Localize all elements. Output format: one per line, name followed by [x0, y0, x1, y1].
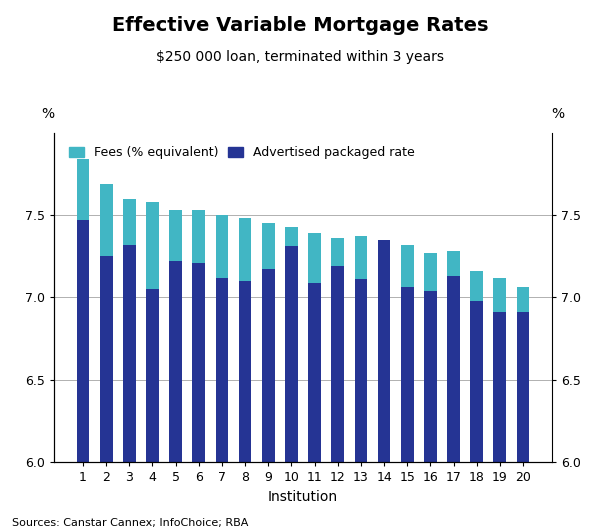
- Bar: [377, 240, 391, 531]
- Bar: [77, 220, 89, 531]
- Bar: [355, 279, 367, 531]
- Bar: [447, 251, 460, 276]
- Bar: [331, 266, 344, 531]
- Bar: [424, 253, 437, 291]
- Text: Effective Variable Mortgage Rates: Effective Variable Mortgage Rates: [112, 16, 488, 35]
- Bar: [493, 312, 506, 531]
- Bar: [146, 289, 159, 531]
- Bar: [146, 202, 159, 289]
- Text: %: %: [42, 107, 55, 121]
- Bar: [123, 199, 136, 245]
- Bar: [239, 281, 251, 531]
- Bar: [331, 238, 344, 266]
- Bar: [401, 245, 413, 287]
- Text: %: %: [551, 107, 564, 121]
- Legend: Fees (% equivalent), Advertised packaged rate: Fees (% equivalent), Advertised packaged…: [65, 142, 419, 163]
- Bar: [262, 224, 275, 269]
- Bar: [193, 263, 205, 531]
- X-axis label: Institution: Institution: [268, 490, 338, 503]
- Bar: [100, 256, 113, 531]
- Bar: [308, 282, 321, 531]
- Text: $250 000 loan, terminated within 3 years: $250 000 loan, terminated within 3 years: [156, 50, 444, 64]
- Bar: [262, 269, 275, 531]
- Bar: [308, 233, 321, 282]
- Text: Sources: Canstar Cannex; InfoChoice; RBA: Sources: Canstar Cannex; InfoChoice; RBA: [12, 518, 248, 528]
- Bar: [355, 236, 367, 279]
- Bar: [100, 184, 113, 256]
- Bar: [285, 227, 298, 246]
- Bar: [470, 271, 483, 301]
- Bar: [169, 261, 182, 531]
- Bar: [123, 245, 136, 531]
- Bar: [447, 276, 460, 531]
- Bar: [169, 210, 182, 261]
- Bar: [470, 301, 483, 531]
- Bar: [424, 291, 437, 531]
- Bar: [517, 287, 529, 312]
- Bar: [239, 218, 251, 281]
- Bar: [517, 312, 529, 531]
- Bar: [193, 210, 205, 263]
- Bar: [215, 215, 229, 278]
- Bar: [215, 278, 229, 531]
- Bar: [493, 278, 506, 312]
- Bar: [77, 159, 89, 220]
- Bar: [285, 246, 298, 531]
- Bar: [401, 287, 413, 531]
